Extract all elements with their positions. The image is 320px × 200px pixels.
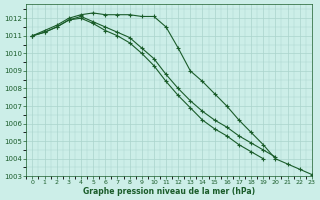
X-axis label: Graphe pression niveau de la mer (hPa): Graphe pression niveau de la mer (hPa): [83, 187, 255, 196]
